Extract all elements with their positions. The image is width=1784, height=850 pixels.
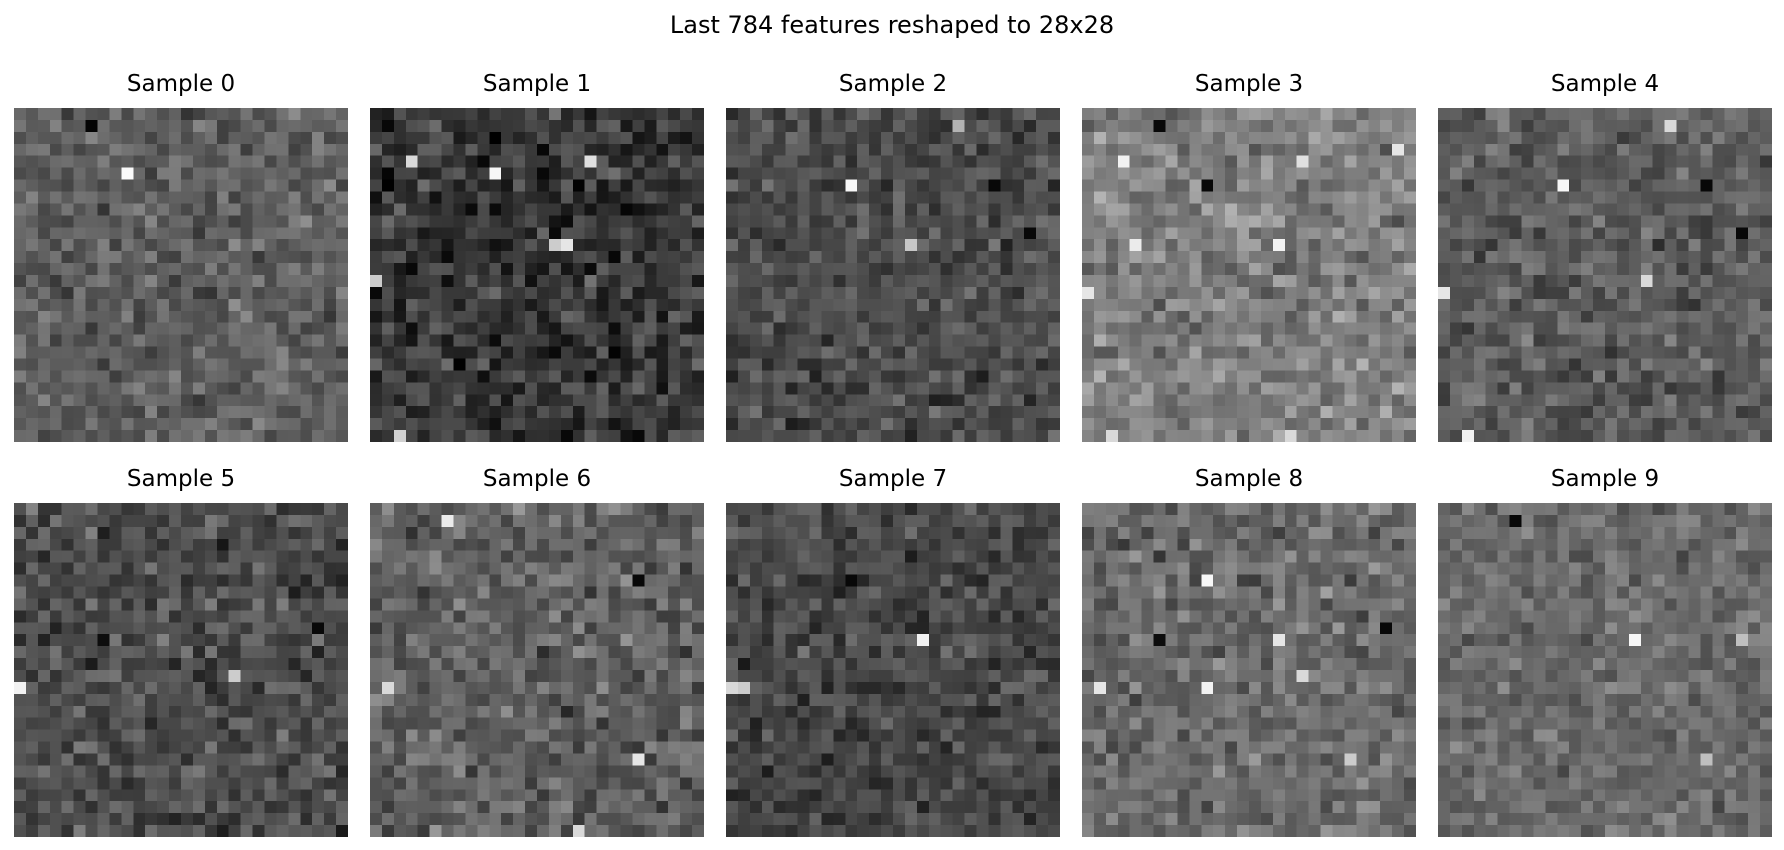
- sample-panel-1: Sample 1: [370, 70, 704, 454]
- sample-image-3: [1082, 108, 1416, 442]
- panel-title: Sample 0: [126, 71, 236, 97]
- panel-title: Sample 4: [1550, 71, 1660, 97]
- sample-image-5: [14, 503, 348, 837]
- sample-image-9: [1438, 503, 1772, 837]
- panel-title: Sample 3: [1194, 71, 1304, 97]
- panel-title: Sample 7: [838, 466, 948, 492]
- panel-title: Sample 8: [1194, 466, 1304, 492]
- panel-title: Sample 9: [1550, 466, 1660, 492]
- sample-image-2: [726, 108, 1060, 442]
- sample-image-6: [370, 503, 704, 837]
- panel-title: Sample 5: [126, 466, 236, 492]
- sample-panel-2: Sample 2: [726, 70, 1060, 454]
- sample-panel-9: Sample 9: [1438, 465, 1772, 849]
- sample-panel-8: Sample 8: [1082, 465, 1416, 849]
- sample-image-8: [1082, 503, 1416, 837]
- sample-grid: Sample 0 Sample 1 Sample 2 Sample 3 Samp…: [14, 70, 1772, 840]
- sample-panel-6: Sample 6: [370, 465, 704, 849]
- panel-title: Sample 6: [482, 466, 592, 492]
- sample-image-1: [370, 108, 704, 442]
- sample-panel-5: Sample 5: [14, 465, 348, 849]
- panel-title: Sample 1: [482, 71, 592, 97]
- panel-title: Sample 2: [838, 71, 948, 97]
- sample-image-0: [14, 108, 348, 442]
- sample-panel-3: Sample 3: [1082, 70, 1416, 454]
- figure-title: Last 784 features reshaped to 28x28: [669, 11, 1115, 39]
- sample-image-4: [1438, 108, 1772, 442]
- sample-panel-0: Sample 0: [14, 70, 348, 454]
- sample-panel-4: Sample 4: [1438, 70, 1772, 454]
- sample-image-7: [726, 503, 1060, 837]
- sample-panel-7: Sample 7: [726, 465, 1060, 849]
